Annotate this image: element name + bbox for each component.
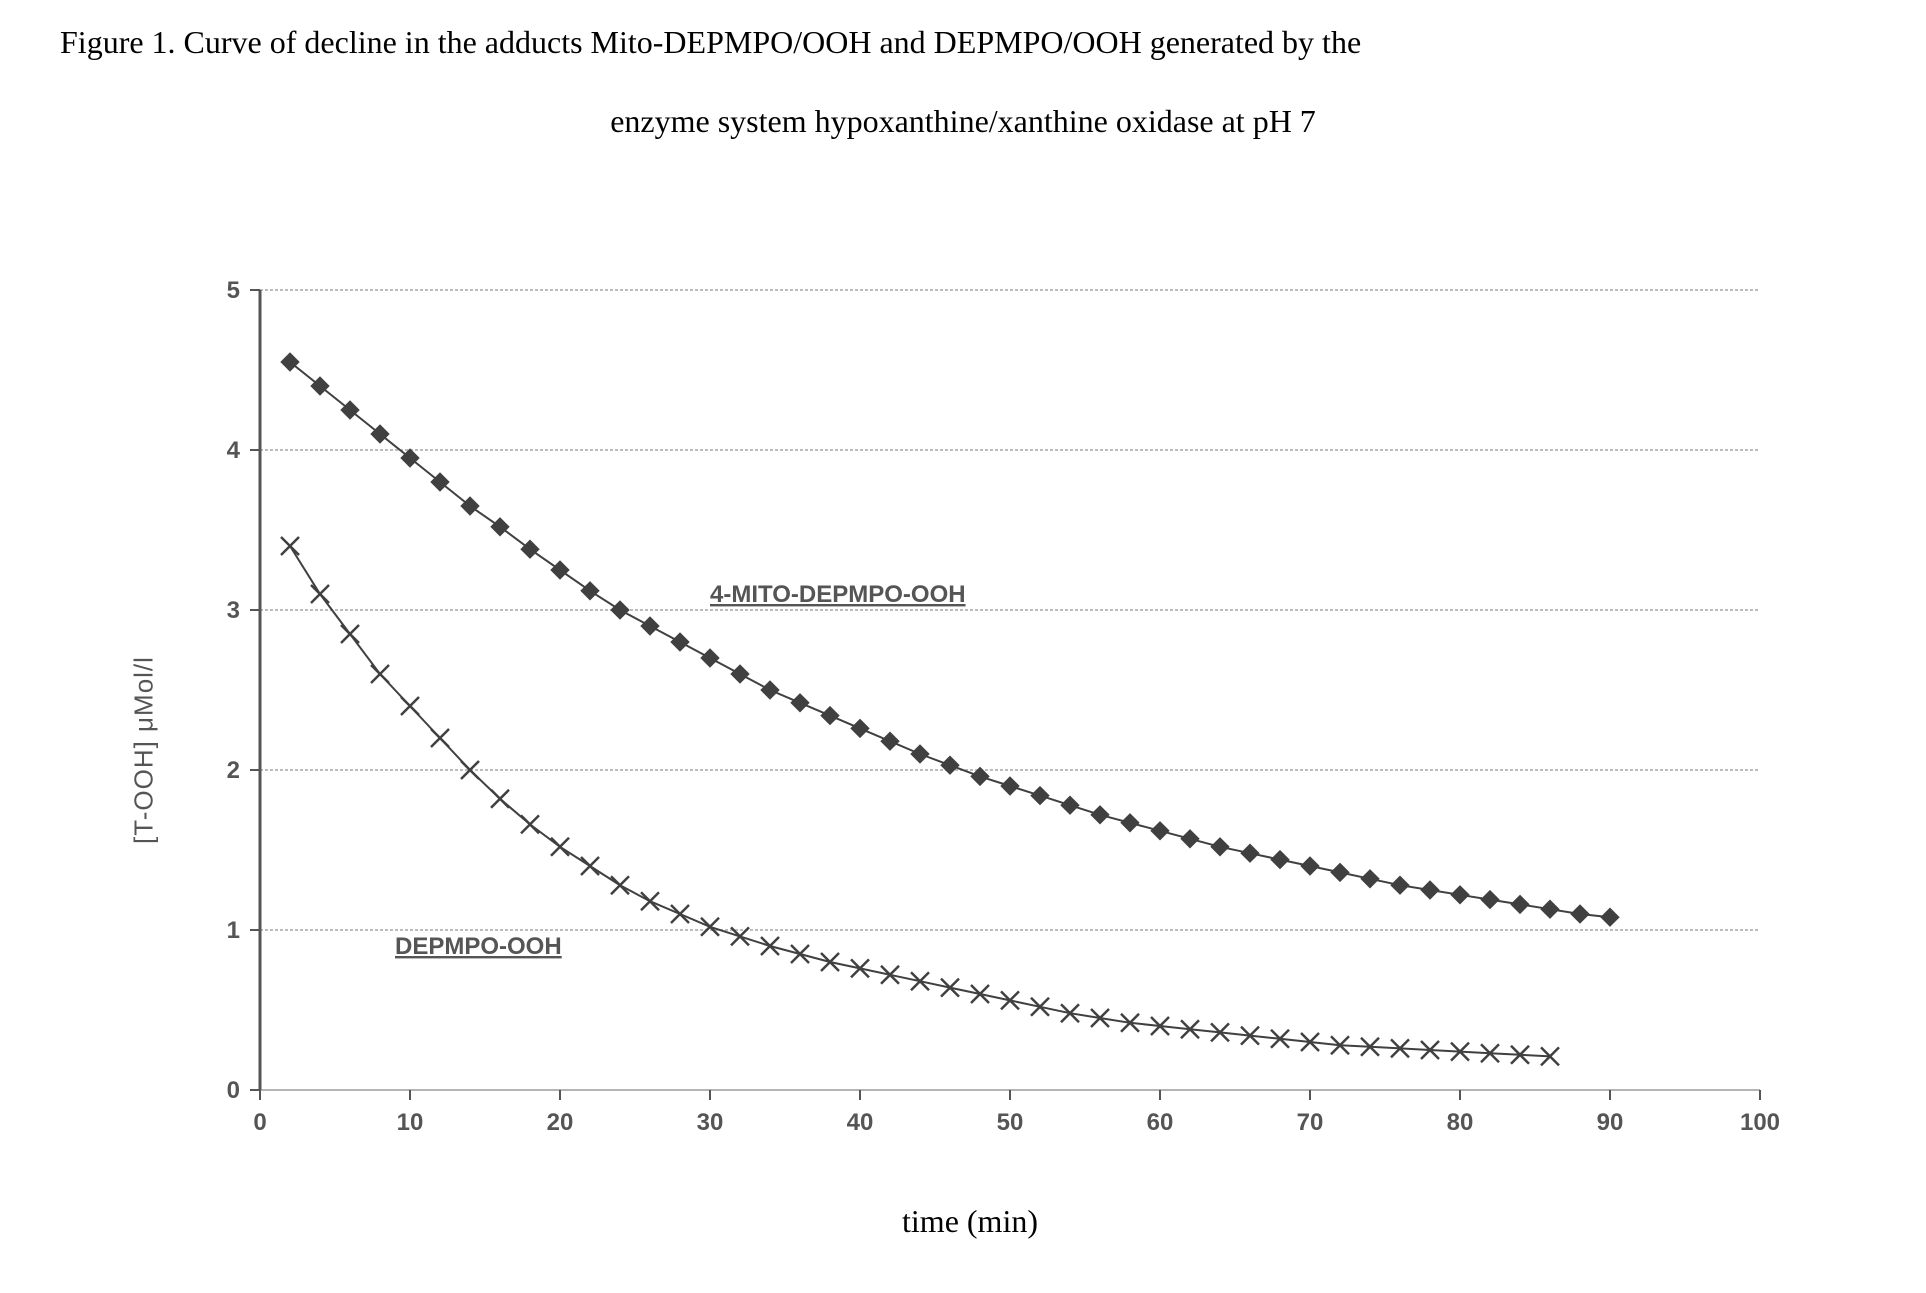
svg-text:3: 3 xyxy=(227,597,240,624)
figure-caption: Figure 1. Curve of decline in the adduct… xyxy=(60,20,1866,144)
svg-text:100: 100 xyxy=(1740,1109,1780,1136)
svg-text:0: 0 xyxy=(253,1109,266,1136)
caption-line-2: enzyme system hypoxanthine/xanthine oxid… xyxy=(60,99,1866,144)
svg-text:60: 60 xyxy=(1147,1109,1174,1136)
svg-text:30: 30 xyxy=(697,1109,724,1136)
chart-container: [T-OOH] μMol/l 0123450102030405060708090… xyxy=(120,270,1820,1230)
page: Figure 1. Curve of decline in the adduct… xyxy=(0,0,1926,1293)
svg-text:1: 1 xyxy=(227,917,240,944)
line-chart: 01234501020304050607080901004-MITO-DEPMP… xyxy=(120,270,1820,1150)
svg-text:20: 20 xyxy=(547,1109,574,1136)
caption-line-1: Figure 1. Curve of decline in the adduct… xyxy=(60,24,1361,60)
svg-text:DEPMPO-OOH: DEPMPO-OOH xyxy=(395,933,562,960)
svg-text:10: 10 xyxy=(397,1109,424,1136)
y-axis-label: [T-OOH] μMol/l xyxy=(128,656,159,844)
svg-text:0: 0 xyxy=(227,1077,240,1104)
svg-text:5: 5 xyxy=(227,277,240,304)
svg-text:70: 70 xyxy=(1297,1109,1324,1136)
svg-text:40: 40 xyxy=(847,1109,874,1136)
x-axis-label: time (min) xyxy=(902,1203,1038,1240)
svg-text:4-MITO-DEPMPO-OOH: 4-MITO-DEPMPO-OOH xyxy=(710,581,966,608)
svg-text:80: 80 xyxy=(1447,1109,1474,1136)
svg-text:90: 90 xyxy=(1597,1109,1624,1136)
svg-text:50: 50 xyxy=(997,1109,1024,1136)
svg-text:2: 2 xyxy=(227,757,240,784)
svg-text:4: 4 xyxy=(227,437,241,464)
